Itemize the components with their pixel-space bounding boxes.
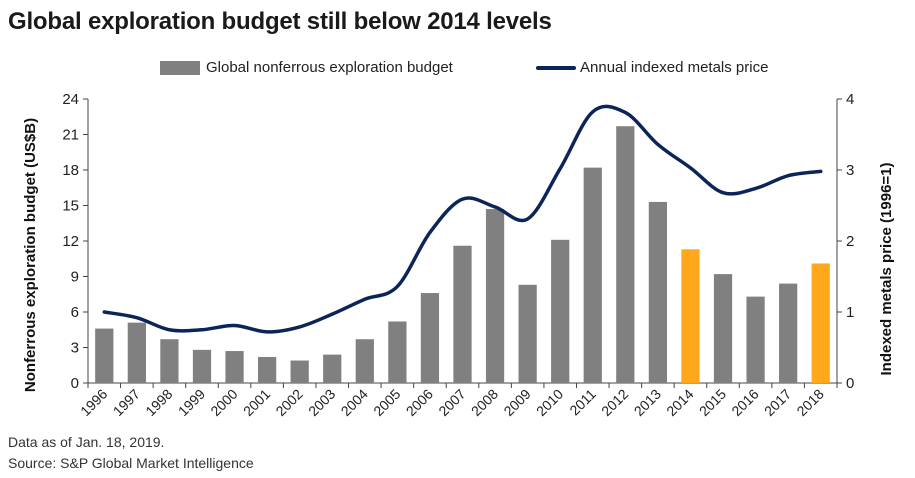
y-tick-label: 3 (71, 340, 79, 357)
bar-2002 (290, 360, 309, 383)
bar-2010 (551, 239, 570, 383)
x-tick-label-1996: 1996 (77, 386, 110, 419)
x-tick-label-2007: 2007 (435, 386, 468, 419)
y2-axis-title: Indexed metals price (1996=1) (878, 162, 895, 375)
bar-1996 (95, 328, 114, 383)
y-axis-title: Nonferrous exploration budget (US$B) (22, 118, 39, 392)
x-tick-label-2013: 2013 (631, 386, 664, 419)
x-tick-label-2016: 2016 (728, 386, 761, 419)
bar-1998 (160, 339, 179, 383)
x-tick-label-2015: 2015 (696, 386, 729, 419)
bar-2006 (420, 293, 440, 383)
data-note: Data as of Jan. 18, 2019. (8, 434, 165, 450)
bar-2007 (453, 245, 472, 383)
x-tick-label-1999: 1999 (175, 386, 208, 419)
y2-tick-label: 3 (846, 162, 854, 179)
bar-2015 (713, 274, 733, 383)
x-tick-label-2010: 2010 (533, 386, 566, 419)
y-tick-label: 21 (62, 127, 79, 144)
y2-tick-label: 4 (846, 91, 854, 108)
x-tick-label-2006: 2006 (403, 386, 436, 419)
bar-2005 (388, 321, 407, 383)
x-tick-label-2009: 2009 (500, 386, 533, 419)
bar-1999 (192, 349, 212, 383)
x-tick-label-2008: 2008 (468, 386, 501, 419)
x-tick-label-2003: 2003 (305, 386, 338, 419)
bar-2000 (225, 351, 244, 383)
chart-title: Global exploration budget still below 20… (8, 8, 552, 35)
bar-2009 (518, 284, 537, 383)
y-tick-label: 9 (71, 269, 79, 286)
x-tick-label-2000: 2000 (207, 386, 240, 419)
chart-legend: Global nonferrous exploration budget Ann… (0, 59, 915, 81)
bar-2003 (323, 354, 342, 383)
legend-item-budget: Global nonferrous exploration budget (160, 59, 453, 76)
x-tick-label-1997: 1997 (110, 386, 143, 419)
x-tick-label-2012: 2012 (598, 386, 631, 419)
bar-2008 (485, 209, 505, 383)
y2-tick-label: 0 (846, 375, 854, 392)
bar-2017 (779, 283, 798, 383)
y-tick-label: 0 (71, 375, 79, 392)
y-tick-label: 12 (62, 233, 79, 250)
x-tick-label-2005: 2005 (370, 386, 403, 419)
y2-tick-label: 1 (846, 304, 854, 321)
bar-2013 (648, 201, 668, 383)
x-tick-label-2014: 2014 (663, 386, 696, 419)
x-tick-label-2001: 2001 (240, 386, 273, 419)
legend-bar-label: Global nonferrous exploration budget (206, 59, 453, 76)
y-tick-label: 15 (62, 198, 79, 215)
x-tick-label-2004: 2004 (338, 386, 371, 419)
legend-item-price: Annual indexed metals price (536, 59, 768, 76)
legend-line-swatch (536, 65, 576, 70)
y2-tick-label: 2 (846, 233, 854, 250)
bar-2004 (355, 339, 374, 383)
bar-2018 (811, 263, 830, 383)
x-tick-label-2017: 2017 (761, 386, 794, 419)
x-tick-label-2018: 2018 (793, 386, 826, 419)
x-tick-label-2011: 2011 (566, 386, 599, 419)
source-note: Source: S&P Global Market Intelligence (8, 455, 254, 471)
legend-line-label: Annual indexed metals price (580, 59, 769, 76)
y-tick-label: 24 (62, 91, 79, 108)
x-tick-label-2002: 2002 (272, 386, 305, 419)
x-tick-label-1998: 1998 (142, 386, 175, 419)
bar-2001 (257, 356, 277, 383)
bar-1997 (127, 322, 146, 383)
legend-bar-swatch (160, 60, 200, 75)
bar-2016 (746, 296, 765, 383)
y-tick-label: 18 (62, 162, 79, 179)
bar-2011 (583, 167, 602, 383)
bar-2012 (616, 126, 635, 383)
metals-price-line (102, 104, 823, 334)
y-tick-label: 6 (71, 304, 79, 321)
bar-2014 (681, 249, 700, 383)
